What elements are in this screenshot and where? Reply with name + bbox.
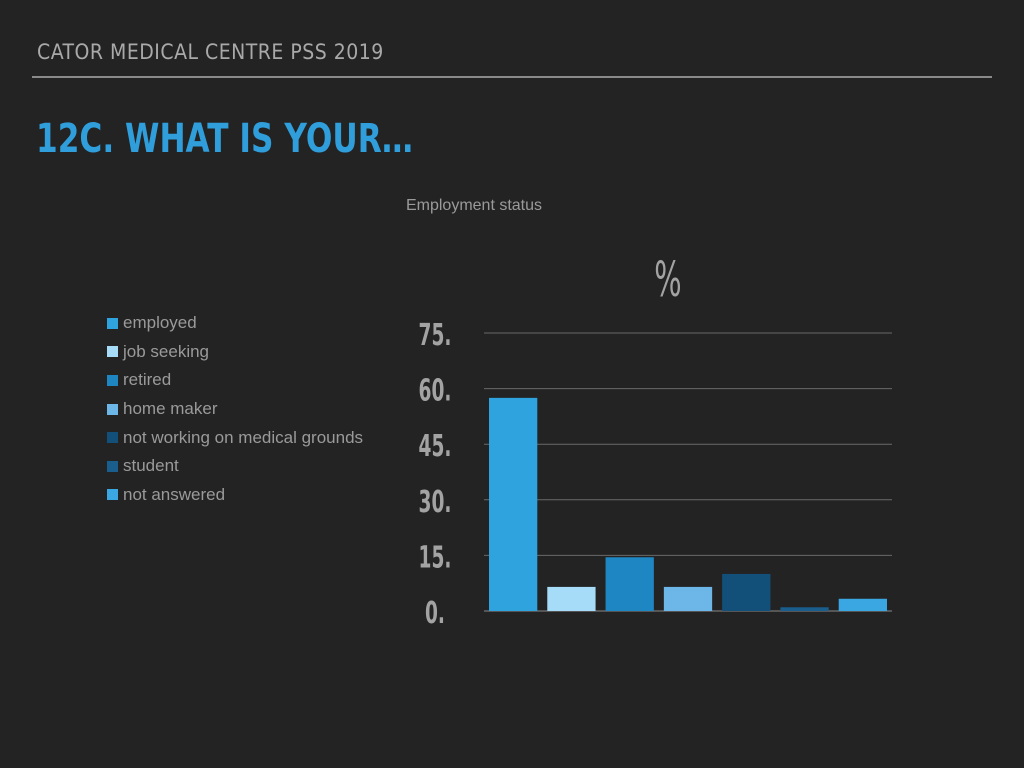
- bar-job-seeking: [547, 586, 596, 611]
- legend-swatch: [107, 489, 118, 501]
- legend-item: not working on medical grounds: [107, 423, 363, 452]
- legend-item: employed: [107, 309, 363, 338]
- bar-retired: [605, 557, 654, 611]
- legend-label: employed: [123, 313, 197, 333]
- bar-employed: [489, 397, 538, 611]
- legend-swatch: [107, 317, 118, 329]
- legend-label: retired: [123, 370, 172, 390]
- y-tick-label: 45.: [419, 429, 452, 464]
- y-tick-label: 75.: [419, 317, 452, 352]
- legend-swatch: [107, 432, 118, 444]
- legend-swatch: [107, 460, 118, 472]
- y-tick-label: 0.: [425, 595, 445, 630]
- header-title: CATOR MEDICAL CENTRE PSS 2019: [37, 40, 384, 64]
- y-axis-label: %: [654, 252, 681, 308]
- y-tick-label: 60.: [419, 373, 452, 408]
- slide-title: 12C. WHAT IS YOUR…: [36, 116, 413, 162]
- legend-label: student: [123, 456, 179, 476]
- bar-student: [780, 607, 829, 611]
- legend-item: not answered: [107, 481, 363, 510]
- chart-legend: employed job seeking retired home maker not …: [107, 309, 363, 509]
- legend-swatch: [107, 374, 118, 386]
- legend-swatch: [107, 346, 118, 358]
- legend-label: not answered: [123, 484, 226, 504]
- legend-item: student: [107, 452, 363, 481]
- y-tick-label: 30.: [419, 484, 452, 519]
- chart-title: Employment status: [405, 197, 543, 214]
- bar-home-maker: [663, 586, 713, 611]
- legend-swatch: [107, 403, 118, 415]
- legend-label: job seeking: [123, 341, 210, 361]
- header-divider: [32, 76, 992, 78]
- legend-label: not working on medical grounds: [123, 427, 364, 447]
- legend-item: retired: [107, 366, 363, 395]
- legend-item: home maker: [107, 395, 363, 424]
- y-tick-label: 15.: [419, 540, 452, 575]
- legend-item: job seeking: [107, 338, 363, 367]
- bar-not-working-on-medical-grounds: [722, 573, 771, 611]
- legend-label: home maker: [123, 399, 218, 419]
- bar-not-answered: [838, 598, 887, 611]
